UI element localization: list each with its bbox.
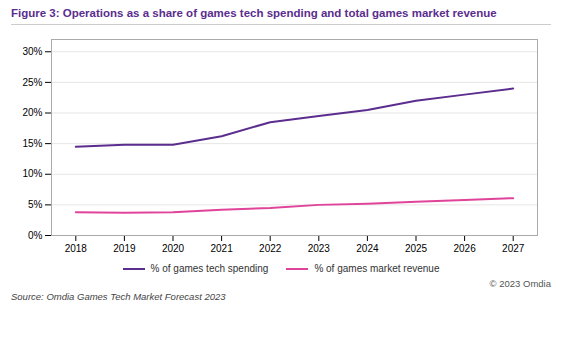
svg-text:30%: 30% (22, 46, 42, 57)
svg-text:2024: 2024 (356, 243, 379, 254)
html-text:Source: Omdia Games Tech Marke: Source: Omdia Games Tech Market Forecast… (11, 291, 226, 303)
svg-text:2026: 2026 (453, 243, 476, 254)
svg-text:2020: 2020 (162, 243, 185, 254)
svg-text:10%: 10% (22, 169, 42, 180)
svg-text:15%: 15% (22, 138, 42, 149)
svg-text:2022: 2022 (259, 243, 282, 254)
svg-text:2018: 2018 (65, 243, 88, 254)
svg-text:2025: 2025 (405, 243, 428, 254)
svg-text:20%: 20% (22, 108, 42, 119)
svg-text:2021: 2021 (210, 243, 233, 254)
html-text:© 2023 Omdia: © 2023 Omdia (489, 278, 551, 290)
svg-text:25%: 25% (22, 77, 42, 88)
html-text:% of games market revenue: % of games market revenue (314, 263, 440, 275)
html-text:Figure 3: Operations as a shar: Figure 3: Operations as a share of games… (11, 7, 497, 19)
svg-text:2019: 2019 (113, 243, 136, 254)
html-text:% of games tech spending: % of games tech spending (150, 263, 269, 275)
svg-text:2023: 2023 (308, 243, 331, 254)
svg-text:5%: 5% (28, 199, 43, 210)
svg-text:2027: 2027 (502, 243, 525, 254)
svg-text:0%: 0% (28, 230, 43, 241)
